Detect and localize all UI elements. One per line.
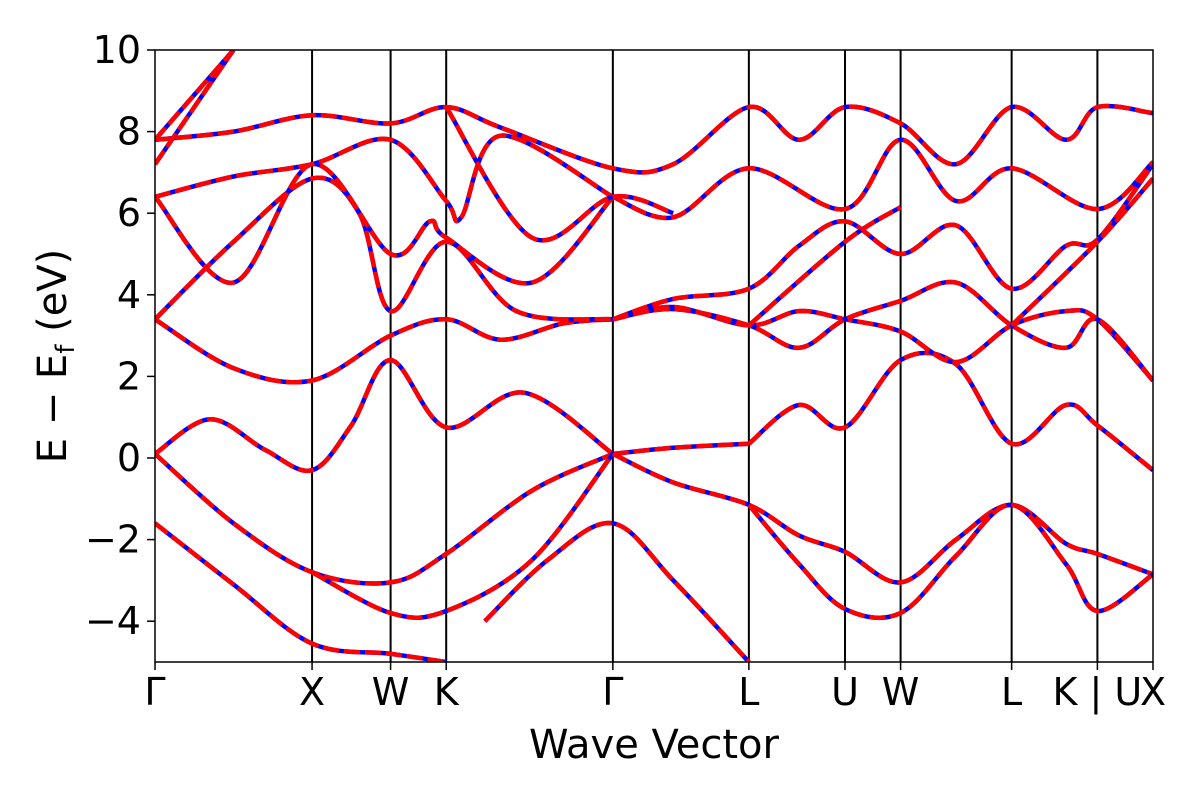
band-line-series-b	[155, 521, 447, 662]
band-lines	[155, 50, 1153, 662]
x-tick-label: X	[299, 670, 325, 714]
x-tick-label: L	[1001, 670, 1022, 714]
y-tick-label: 0	[117, 436, 141, 480]
x-tick-label: X	[1140, 670, 1166, 714]
kpoint-lines	[311, 50, 1099, 662]
y-tick-label: 8	[117, 110, 141, 154]
band-line-series-b	[155, 357, 615, 474]
y-tick-label: −2	[85, 518, 141, 562]
band-line-series-b	[611, 451, 1153, 585]
band-line-series-b	[155, 133, 614, 224]
plot-frame	[154, 49, 1154, 663]
x-tick-label: W	[372, 670, 410, 714]
band-line-series-b	[155, 451, 614, 586]
x-tick-label: K | U	[1053, 670, 1143, 715]
y-axis-ticks: 10 8 6 4 2 0 −2 −4	[85, 28, 155, 643]
y-axis-title: E − Ef (eV)	[30, 249, 81, 464]
band-line-series-a	[483, 520, 751, 662]
band-line-series-a	[155, 161, 615, 286]
x-tick-label: U	[831, 670, 859, 714]
y-tick-label: 6	[117, 191, 141, 235]
y-axis-title-subscript: f	[51, 344, 81, 354]
y-tick-label: 4	[117, 273, 141, 317]
y-tick-label: 2	[117, 354, 141, 398]
y-tick-label: 10	[93, 28, 141, 72]
band-line-series-b	[155, 175, 613, 322]
band-line-series-b	[747, 205, 902, 328]
band-line-series-b	[155, 317, 613, 385]
x-axis-title: Wave Vector	[529, 722, 780, 768]
band-line-series-b	[311, 452, 615, 620]
band-line-series-b	[1010, 177, 1153, 328]
x-tick-label: Γ	[602, 670, 623, 714]
x-tick-label: K	[434, 670, 460, 714]
band-line-series-b	[155, 50, 236, 142]
x-tick-label: W	[882, 670, 920, 714]
band-line-series-b	[612, 441, 750, 457]
band-line-series-b	[747, 502, 1153, 621]
x-tick-label: L	[738, 670, 759, 714]
band-line-series-b	[612, 162, 1153, 322]
y-axis-title-main: E − E	[30, 354, 76, 464]
band-line-series-b	[155, 103, 1153, 175]
x-tick-label: Γ	[144, 670, 165, 714]
band-line-series-b	[612, 279, 1153, 383]
y-axis-title-unit: (eV)	[30, 249, 76, 345]
y-tick-label: −4	[85, 599, 141, 643]
band-line-series-b	[444, 105, 675, 243]
band-line-series-b	[611, 137, 1153, 221]
